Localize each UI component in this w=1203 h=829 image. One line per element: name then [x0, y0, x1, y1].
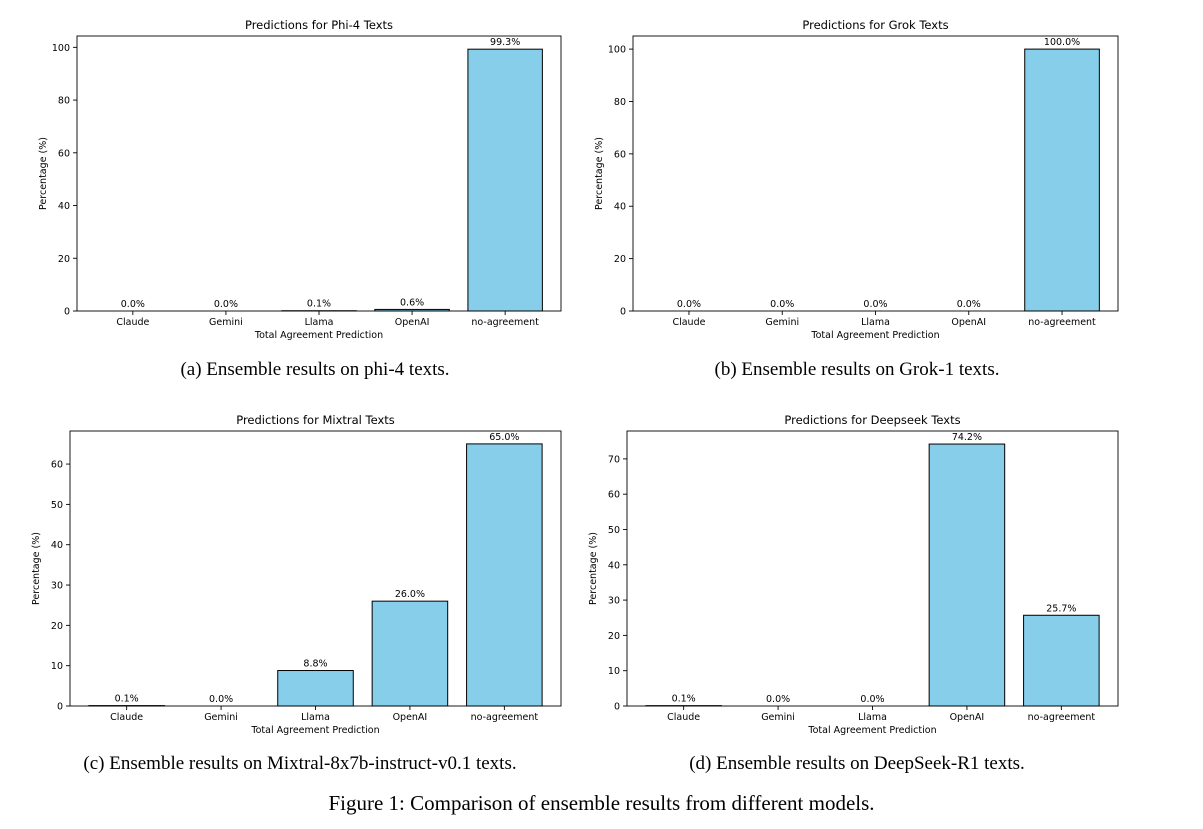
chart-title: Predictions for Mixtral Texts: [236, 413, 395, 427]
figure-caption: Figure 1: Comparison of ensemble results…: [328, 791, 875, 815]
chart-title: Predictions for Phi-4 Texts: [245, 18, 393, 32]
x-tick-label: OpenAI: [951, 317, 986, 328]
y-axis-label: Percentage (%): [31, 532, 42, 605]
bar-value-label: 0.0%: [957, 299, 981, 310]
y-tick-label: 50: [608, 525, 620, 536]
x-tick-label: OpenAI: [950, 712, 985, 723]
x-tick-label: Gemini: [209, 317, 243, 328]
y-tick-label: 40: [608, 560, 620, 571]
y-tick-label: 30: [51, 581, 63, 592]
bar-value-label: 25.7%: [1046, 603, 1076, 614]
y-axis-label: Percentage (%): [594, 137, 605, 210]
x-tick-label: Llama: [305, 317, 334, 328]
bar-value-label: 0.6%: [400, 297, 424, 308]
y-tick-label: 60: [614, 149, 626, 160]
bar-value-label: 0.0%: [214, 299, 238, 310]
y-tick-label: 60: [608, 490, 620, 501]
bar-openai: [371, 600, 449, 707]
x-tick-label: OpenAI: [395, 317, 430, 328]
x-axis-label: Total Agreement Prediction: [810, 330, 939, 341]
bar-value-label: 0.0%: [766, 694, 790, 705]
x-tick-label: Gemini: [765, 317, 799, 328]
bar-value-label: 100.0%: [1044, 37, 1080, 48]
y-axis-label: Percentage (%): [588, 532, 599, 605]
x-tick-label: no-agreement: [1028, 712, 1096, 723]
x-tick-label: OpenAI: [393, 712, 428, 723]
y-tick-label: 30: [608, 596, 620, 607]
y-tick-label: 40: [58, 201, 70, 212]
chart-title: Predictions for Deepseek Texts: [784, 413, 960, 427]
x-tick-label: Llama: [301, 712, 330, 723]
bar-llama: [277, 670, 354, 707]
y-tick-label: 80: [614, 97, 626, 108]
y-tick-label: 0: [64, 307, 70, 318]
y-tick-label: 100: [52, 43, 70, 54]
y-tick-label: 10: [51, 661, 63, 672]
x-tick-label: Gemini: [204, 712, 238, 723]
bar-openai: [928, 443, 1006, 707]
y-tick-label: 60: [58, 148, 70, 159]
bar-value-label: 0.1%: [115, 694, 139, 705]
y-tick-label: 0: [620, 307, 626, 318]
x-tick-label: Llama: [858, 712, 887, 723]
y-axis-label: Percentage (%): [38, 137, 49, 210]
bar-value-label: 26.0%: [395, 589, 425, 600]
y-tick-label: 20: [614, 254, 626, 265]
bar-value-label: 0.0%: [677, 299, 701, 310]
y-tick-label: 40: [51, 540, 63, 551]
bar-value-label: 0.0%: [860, 694, 884, 705]
bar-value-label: 65.0%: [489, 432, 519, 443]
y-tick-label: 0: [57, 702, 63, 713]
x-tick-label: Claude: [672, 317, 705, 328]
bar-value-label: 0.0%: [770, 299, 794, 310]
y-tick-label: 20: [51, 621, 63, 632]
x-tick-label: no-agreement: [471, 712, 539, 723]
x-tick-label: Claude: [116, 317, 149, 328]
chart-title: Predictions for Grok Texts: [802, 18, 948, 32]
bar-value-label: 8.8%: [303, 659, 327, 670]
bar-value-label: 0.0%: [863, 299, 887, 310]
caption-c: (c) Ensemble results on Mixtral-8x7b-ins…: [83, 753, 517, 774]
y-tick-label: 20: [608, 631, 620, 642]
bar-no-agreement: [466, 443, 543, 707]
y-tick-label: 60: [51, 460, 63, 471]
bar-value-label: 0.1%: [307, 299, 331, 310]
y-tick-label: 70: [608, 454, 620, 465]
x-tick-label: no-agreement: [471, 317, 539, 328]
caption-d: (d) Ensemble results on DeepSeek-R1 text…: [689, 753, 1025, 774]
y-tick-label: 0: [614, 702, 620, 713]
bar-no-agreement: [467, 48, 543, 312]
bar-value-label: 0.0%: [121, 299, 145, 310]
y-tick-label: 80: [58, 96, 70, 107]
x-tick-label: Llama: [861, 317, 890, 328]
x-axis-label: Total Agreement Prediction: [807, 725, 936, 736]
caption-b: (b) Ensemble results on Grok-1 texts.: [714, 359, 1000, 380]
y-tick-label: 40: [614, 202, 626, 213]
bar-value-label: 0.1%: [672, 694, 696, 705]
bar-value-label: 74.2%: [952, 432, 982, 443]
bar-no-agreement: [1024, 48, 1100, 312]
x-axis-label: Total Agreement Prediction: [254, 330, 383, 341]
y-tick-label: 10: [608, 666, 620, 677]
x-tick-label: Gemini: [761, 712, 795, 723]
x-tick-label: Claude: [110, 712, 143, 723]
bar-value-label: 99.3%: [490, 37, 520, 48]
x-axis-label: Total Agreement Prediction: [250, 725, 379, 736]
caption-a: (a) Ensemble results on phi-4 texts.: [180, 359, 450, 380]
y-tick-label: 50: [51, 500, 63, 511]
y-tick-label: 20: [58, 254, 70, 265]
bar-value-label: 0.0%: [209, 694, 233, 705]
x-tick-label: Claude: [667, 712, 700, 723]
bar-no-agreement: [1023, 614, 1100, 707]
y-tick-label: 100: [608, 45, 626, 56]
x-tick-label: no-agreement: [1028, 317, 1096, 328]
